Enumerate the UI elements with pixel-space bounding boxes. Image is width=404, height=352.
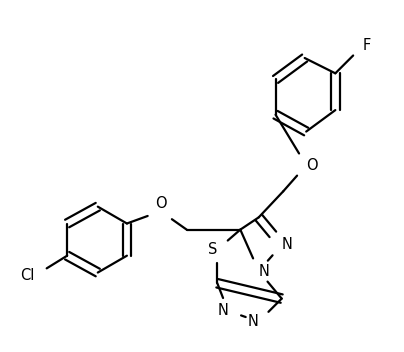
- Text: Cl: Cl: [21, 268, 35, 283]
- Text: F: F: [363, 38, 371, 53]
- Text: N: N: [248, 314, 259, 329]
- Text: S: S: [208, 242, 217, 257]
- Text: N: N: [259, 264, 269, 278]
- Text: O: O: [306, 158, 318, 173]
- Text: N: N: [282, 238, 292, 252]
- Text: N: N: [217, 303, 228, 318]
- Text: O: O: [155, 196, 166, 211]
